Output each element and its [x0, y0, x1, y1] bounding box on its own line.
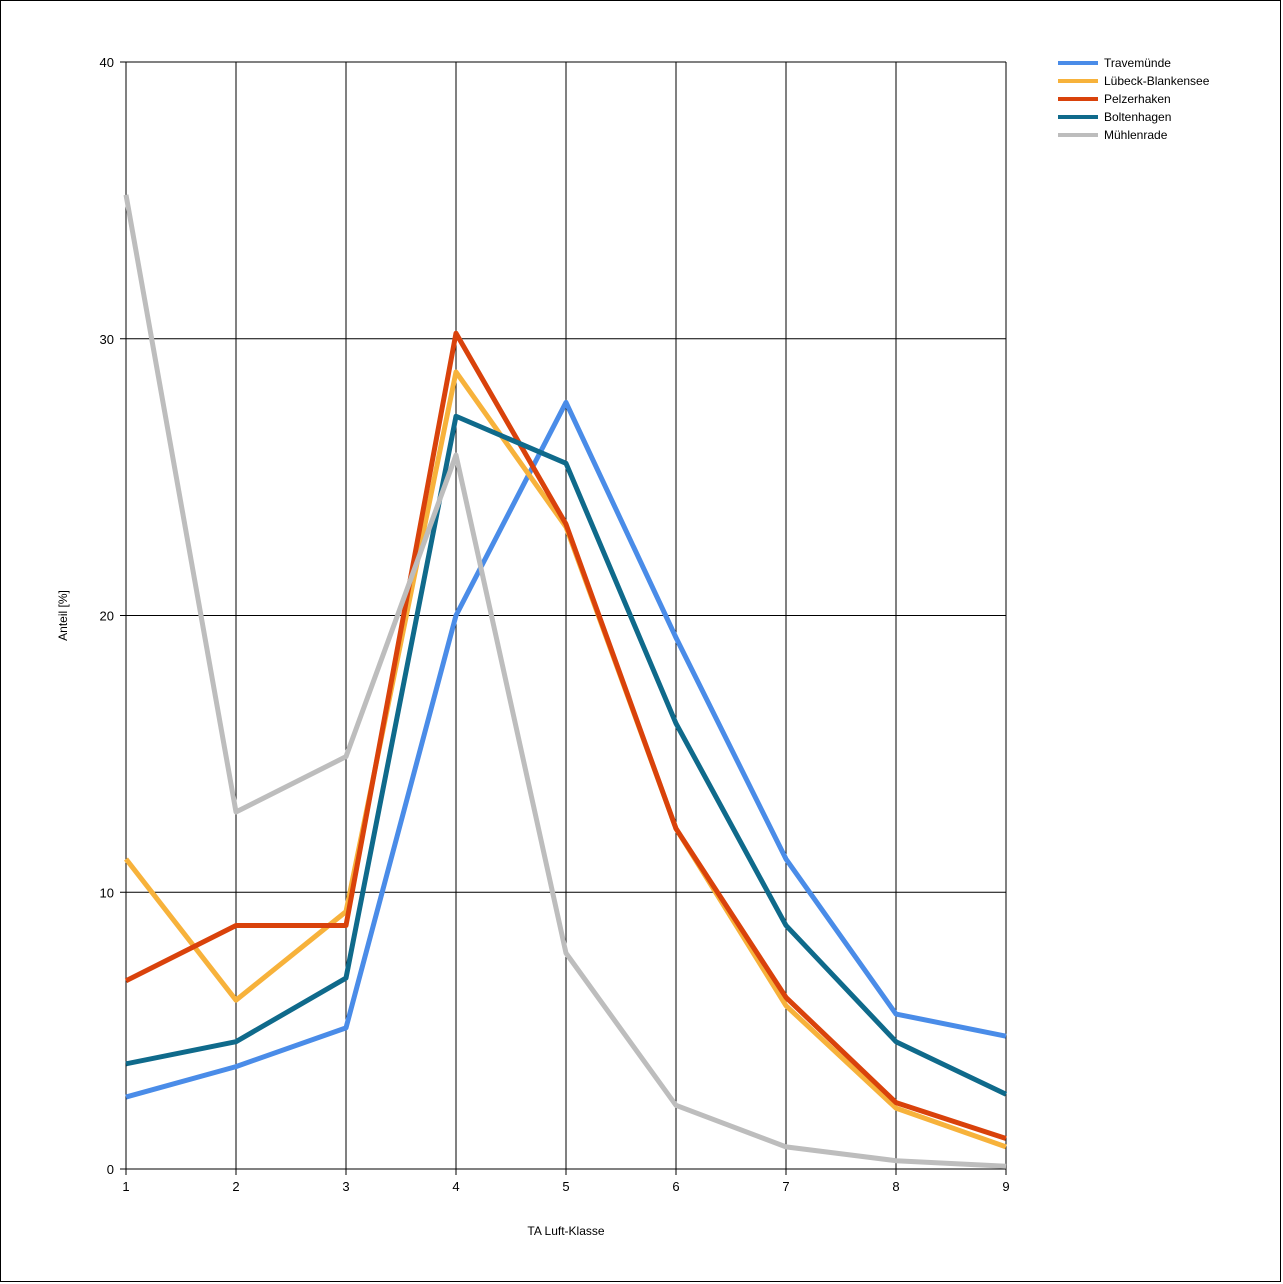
x-tick-label: 8: [892, 1179, 899, 1194]
legend-label: Boltenhagen: [1104, 110, 1171, 124]
x-tick-label: 6: [672, 1179, 679, 1194]
y-tick-label: 30: [100, 332, 114, 347]
x-tick-label: 4: [452, 1179, 459, 1194]
x-tick-label: 3: [342, 1179, 349, 1194]
y-tick-label: 20: [100, 609, 114, 624]
legend-label: Lübeck-Blankensee: [1104, 74, 1210, 88]
series-layer: [123, 194, 1008, 1169]
legend-label: Travemünde: [1104, 56, 1171, 70]
x-tick-label: 9: [1002, 1179, 1009, 1194]
series-line: [125, 413, 1008, 1097]
grid: [120, 61, 1007, 1175]
legend: Travemünde Lübeck-Blankensee Pelzerhaken Bo…: [1058, 56, 1210, 142]
x-tick-label: 5: [562, 1179, 569, 1194]
x-tick-label: 1: [122, 1179, 129, 1194]
series-line: [124, 330, 1007, 1141]
series-line: [125, 399, 1007, 1100]
y-tick-label: 0: [107, 1162, 114, 1177]
tick-labels: 1 2 3 4 5 6 7 8 9 0 10 20 30 40: [100, 55, 1010, 1194]
y-axis-title: Anteil [%]: [56, 590, 70, 641]
x-axis-title: TA Luft-Klasse: [527, 1224, 604, 1238]
x-tick-label: 7: [782, 1179, 789, 1194]
y-tick-label: 40: [100, 55, 114, 70]
series-line: [123, 194, 1007, 1169]
legend-label: Mühlenrade: [1104, 128, 1168, 142]
y-tick-label: 10: [100, 885, 114, 900]
x-tick-label: 2: [232, 1179, 239, 1194]
legend-label: Pelzerhaken: [1104, 92, 1171, 106]
